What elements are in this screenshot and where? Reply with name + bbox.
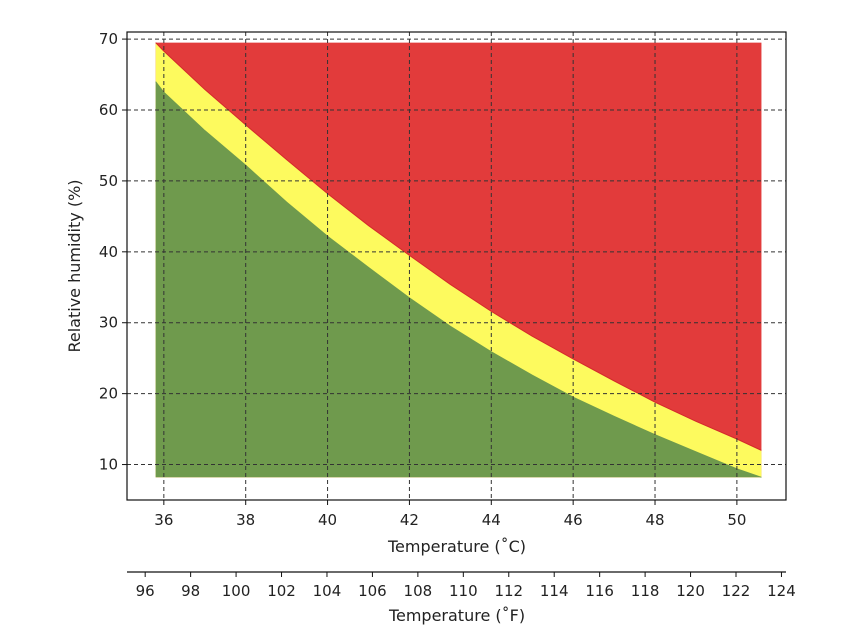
y-tick-label: 60 (99, 101, 118, 119)
x-tick-label: 36 (154, 511, 173, 529)
x2-tick-label: 102 (267, 582, 296, 600)
plot-frame (126, 31, 787, 501)
x2-tick-label: 112 (494, 582, 523, 600)
safe-boundary-line (155, 81, 762, 478)
x-tick-label: 38 (236, 511, 255, 529)
x2-tick-label: 106 (358, 582, 387, 600)
y-tick-label: 20 (99, 385, 118, 403)
y-tick-label: 10 (99, 456, 118, 474)
x-tick-label: 40 (318, 511, 337, 529)
x2-tick-label: 120 (676, 582, 705, 600)
x-tick-label: 50 (727, 511, 746, 529)
x2-tick-label: 114 (540, 582, 569, 600)
x2-tick-label: 98 (181, 582, 200, 600)
y-axis: 10 20 30 40 50 60 70 (99, 30, 127, 474)
x2-tick-label: 108 (404, 582, 433, 600)
x-tick-label: 42 (400, 511, 419, 529)
safe-region (155, 81, 762, 478)
x-tick-label: 44 (482, 511, 501, 529)
y-axis-title: Relative humidity (%) (65, 179, 84, 352)
x-tick-label: 48 (645, 511, 664, 529)
x-axis-title: Temperature (˚C) (387, 537, 526, 556)
x-axis-celsius: 36 38 40 42 44 46 48 50 (154, 500, 746, 529)
x-axis-fahrenheit: 96 98 100 102 104 106 108 110 112 114 116 118 120 122… (127, 571, 796, 600)
y-tick-label: 50 (99, 172, 118, 190)
x2-tick-label: 124 (767, 582, 796, 600)
y-tick-label: 40 (99, 243, 118, 261)
caution-boundary-line (155, 42, 762, 451)
x2-tick-label: 110 (449, 582, 478, 600)
grid (127, 32, 786, 500)
y-tick-label: 70 (99, 30, 118, 48)
x2-axis-title: Temperature (˚F) (388, 606, 525, 625)
x2-tick-label: 104 (313, 582, 342, 600)
x2-tick-label: 122 (722, 582, 751, 600)
y-tick-label: 30 (99, 314, 118, 332)
x2-tick-label: 100 (222, 582, 251, 600)
x2-tick-label: 118 (631, 582, 660, 600)
x-tick-label: 46 (564, 511, 583, 529)
x2-tick-label: 116 (585, 582, 614, 600)
x2-tick-label: 96 (136, 582, 155, 600)
plot-regions (155, 42, 762, 478)
